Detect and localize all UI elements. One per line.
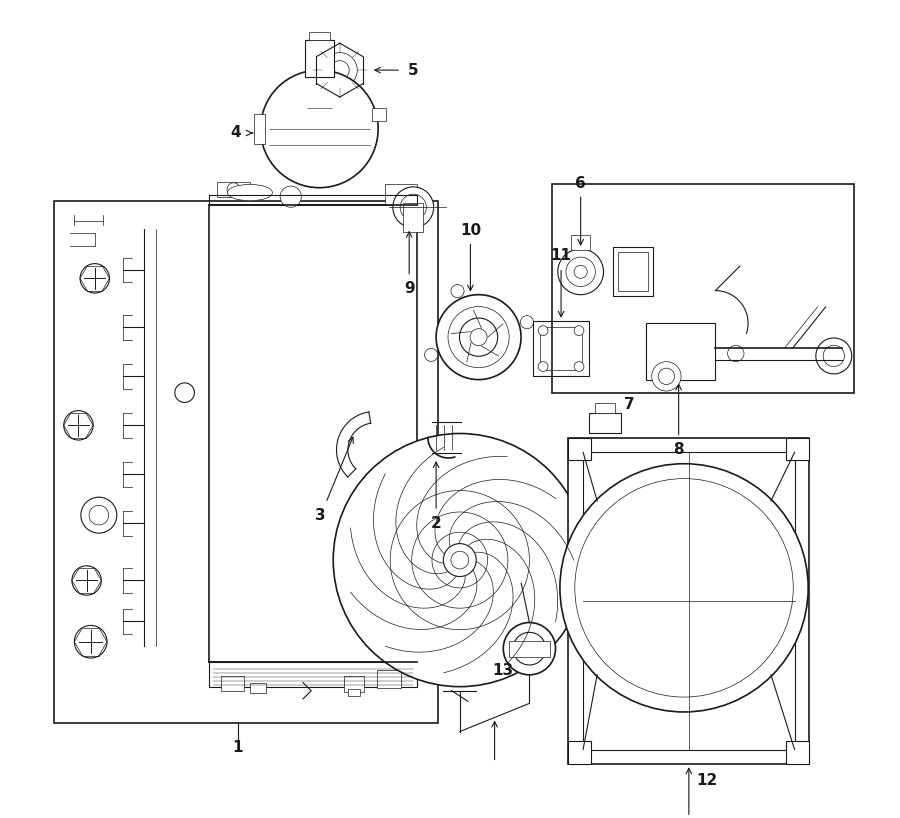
Bar <box>509 640 550 657</box>
Bar <box>254 115 266 144</box>
Circle shape <box>260 70 378 187</box>
Circle shape <box>322 52 357 88</box>
Text: 10: 10 <box>460 223 481 239</box>
Circle shape <box>470 329 487 346</box>
Bar <box>54 200 437 723</box>
Bar <box>376 670 401 688</box>
Text: 12: 12 <box>697 773 718 788</box>
Circle shape <box>558 249 604 294</box>
Bar <box>618 252 648 291</box>
Circle shape <box>227 182 240 196</box>
Circle shape <box>448 307 509 368</box>
Circle shape <box>333 434 587 686</box>
Circle shape <box>652 362 681 391</box>
Bar <box>403 203 423 231</box>
Circle shape <box>72 566 102 596</box>
Bar <box>221 676 244 690</box>
Circle shape <box>451 285 464 298</box>
Text: 5: 5 <box>408 63 418 78</box>
Circle shape <box>560 464 808 712</box>
Text: 13: 13 <box>492 663 514 678</box>
Ellipse shape <box>228 184 273 200</box>
Bar <box>552 184 854 393</box>
Bar <box>646 323 716 380</box>
Circle shape <box>503 622 555 675</box>
Bar <box>250 683 266 693</box>
Bar <box>209 204 418 662</box>
Text: 2: 2 <box>431 516 442 531</box>
Bar <box>569 741 591 764</box>
Text: 11: 11 <box>551 248 572 263</box>
Bar <box>217 182 250 196</box>
Circle shape <box>425 348 437 362</box>
Bar <box>309 32 330 40</box>
Circle shape <box>513 632 545 665</box>
Circle shape <box>280 186 302 207</box>
Circle shape <box>400 194 427 220</box>
Bar <box>613 247 652 296</box>
Text: 8: 8 <box>673 443 684 457</box>
Circle shape <box>727 345 744 362</box>
Circle shape <box>80 263 110 293</box>
Circle shape <box>392 187 434 227</box>
Bar <box>372 108 386 121</box>
Circle shape <box>444 544 476 577</box>
Circle shape <box>89 506 109 525</box>
Circle shape <box>566 257 596 286</box>
Bar <box>596 403 615 413</box>
Text: 7: 7 <box>625 398 635 412</box>
Bar <box>571 235 590 249</box>
Circle shape <box>815 338 851 374</box>
Circle shape <box>451 551 469 569</box>
Bar <box>589 413 622 434</box>
Circle shape <box>175 383 194 402</box>
Text: 3: 3 <box>315 508 326 523</box>
Circle shape <box>574 326 584 335</box>
Circle shape <box>824 345 844 366</box>
Bar <box>583 452 795 749</box>
Circle shape <box>75 626 107 658</box>
Text: 4: 4 <box>230 125 241 141</box>
Bar <box>787 741 809 764</box>
Circle shape <box>330 61 349 79</box>
Circle shape <box>658 368 675 384</box>
Bar <box>540 327 582 370</box>
Circle shape <box>436 294 521 380</box>
Circle shape <box>538 362 548 371</box>
Bar <box>534 321 589 376</box>
Circle shape <box>81 497 117 533</box>
Bar <box>569 438 809 764</box>
Circle shape <box>460 318 498 357</box>
Bar <box>344 676 364 692</box>
Bar <box>787 438 809 461</box>
Circle shape <box>64 411 93 440</box>
Circle shape <box>538 326 548 335</box>
Bar <box>209 662 418 686</box>
Bar <box>569 438 591 461</box>
Bar <box>304 40 334 77</box>
Bar <box>384 184 418 204</box>
Text: 1: 1 <box>232 740 243 755</box>
Text: 9: 9 <box>404 281 415 296</box>
Circle shape <box>575 479 793 697</box>
Bar <box>348 689 360 695</box>
Circle shape <box>574 265 587 278</box>
Text: 6: 6 <box>575 176 586 191</box>
Circle shape <box>520 316 534 329</box>
Circle shape <box>574 362 584 371</box>
